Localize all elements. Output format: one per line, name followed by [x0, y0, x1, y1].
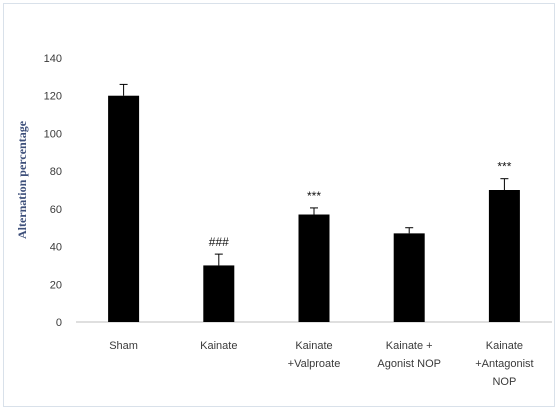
chart-frame: 0 20 40 60 80 100 120 140 ### *** *** Sham Kainate… — [3, 3, 555, 407]
bars — [108, 95, 520, 322]
category-label: Kainate — [200, 340, 237, 352]
y-tick-label: 20 — [50, 279, 62, 291]
significance-annotation: *** — [307, 189, 321, 203]
significance-annotation: *** — [497, 160, 511, 174]
bar — [393, 233, 425, 322]
bar-chart: 0 20 40 60 80 100 120 140 ### *** *** Sham Kainate… — [15, 53, 552, 388]
bar — [488, 190, 520, 322]
y-tick-label: 100 — [44, 128, 62, 140]
bar — [298, 214, 330, 322]
y-tick-label: 80 — [50, 166, 62, 178]
bar — [203, 265, 235, 322]
category-label: Kainate +Valproate — [288, 340, 341, 370]
category-labels: Sham Kainate Kainate +Valproate Kainate + Ago… — [109, 340, 533, 388]
category-label: Kainate +Antagonist NOP — [475, 340, 533, 388]
y-axis-title: Alternation percentage — [15, 120, 29, 239]
category-label: Sham — [109, 340, 138, 352]
y-tick-label: 40 — [50, 242, 62, 254]
significance-annotation: ### — [209, 235, 229, 249]
y-tick-labels: 0 20 40 60 80 100 120 140 — [44, 53, 62, 329]
category-label: Kainate + Agonist NOP — [377, 340, 441, 370]
error-bars — [119, 83, 509, 266]
significance-annotations: ### *** *** — [209, 160, 512, 249]
y-tick-label: 140 — [44, 53, 62, 65]
y-tick-label: 0 — [56, 317, 62, 329]
bar — [108, 95, 140, 322]
y-tick-label: 120 — [44, 91, 62, 103]
y-tick-label: 60 — [50, 204, 62, 216]
